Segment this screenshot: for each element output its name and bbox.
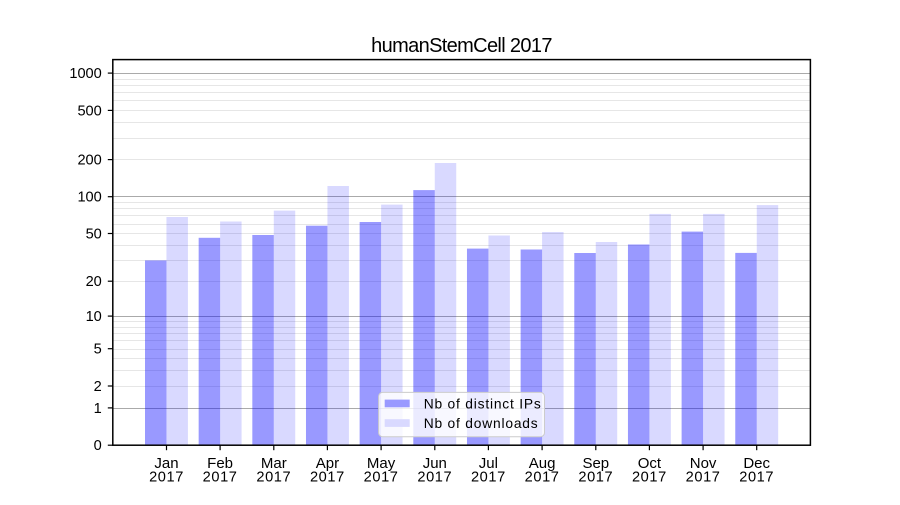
svg-text:Jan: Jan bbox=[154, 455, 178, 472]
svg-text:2017: 2017 bbox=[578, 470, 613, 486]
svg-text:10: 10 bbox=[86, 309, 102, 325]
svg-text:2017: 2017 bbox=[632, 470, 667, 486]
svg-text:Jun: Jun bbox=[423, 455, 447, 472]
svg-text:Nb of downloads: Nb of downloads bbox=[424, 416, 539, 431]
svg-text:2017: 2017 bbox=[256, 470, 291, 486]
svg-text:Apr: Apr bbox=[316, 455, 339, 472]
svg-text:20: 20 bbox=[86, 274, 102, 290]
svg-text:2017: 2017 bbox=[525, 470, 560, 486]
svg-text:2017: 2017 bbox=[417, 470, 452, 486]
svg-text:Aug: Aug bbox=[529, 455, 556, 472]
svg-text:2: 2 bbox=[94, 379, 102, 395]
svg-text:Oct: Oct bbox=[638, 455, 662, 472]
svg-text:2017: 2017 bbox=[739, 470, 774, 486]
svg-text:1000: 1000 bbox=[69, 66, 101, 82]
svg-text:Dec: Dec bbox=[743, 455, 770, 472]
svg-text:500: 500 bbox=[77, 103, 101, 119]
svg-text:2017: 2017 bbox=[364, 470, 399, 486]
svg-text:Nb of distinct IPs: Nb of distinct IPs bbox=[424, 396, 542, 411]
svg-text:Jul: Jul bbox=[479, 455, 498, 472]
svg-text:Sep: Sep bbox=[582, 455, 609, 472]
svg-text:50: 50 bbox=[86, 227, 102, 243]
svg-text:humanStemCell 2017: humanStemCell 2017 bbox=[371, 35, 552, 57]
svg-text:2017: 2017 bbox=[686, 470, 721, 486]
svg-text:Nov: Nov bbox=[690, 455, 717, 472]
svg-text:Feb: Feb bbox=[207, 455, 233, 472]
svg-text:100: 100 bbox=[77, 190, 101, 206]
svg-text:5: 5 bbox=[94, 342, 102, 358]
svg-text:May: May bbox=[367, 455, 396, 472]
svg-text:1: 1 bbox=[94, 401, 102, 417]
svg-text:200: 200 bbox=[77, 153, 101, 169]
svg-text:0: 0 bbox=[94, 438, 102, 454]
svg-text:2017: 2017 bbox=[149, 470, 184, 486]
svg-text:2017: 2017 bbox=[471, 470, 506, 486]
svg-text:Mar: Mar bbox=[261, 455, 287, 472]
svg-text:2017: 2017 bbox=[203, 470, 238, 486]
svg-text:2017: 2017 bbox=[310, 470, 345, 486]
